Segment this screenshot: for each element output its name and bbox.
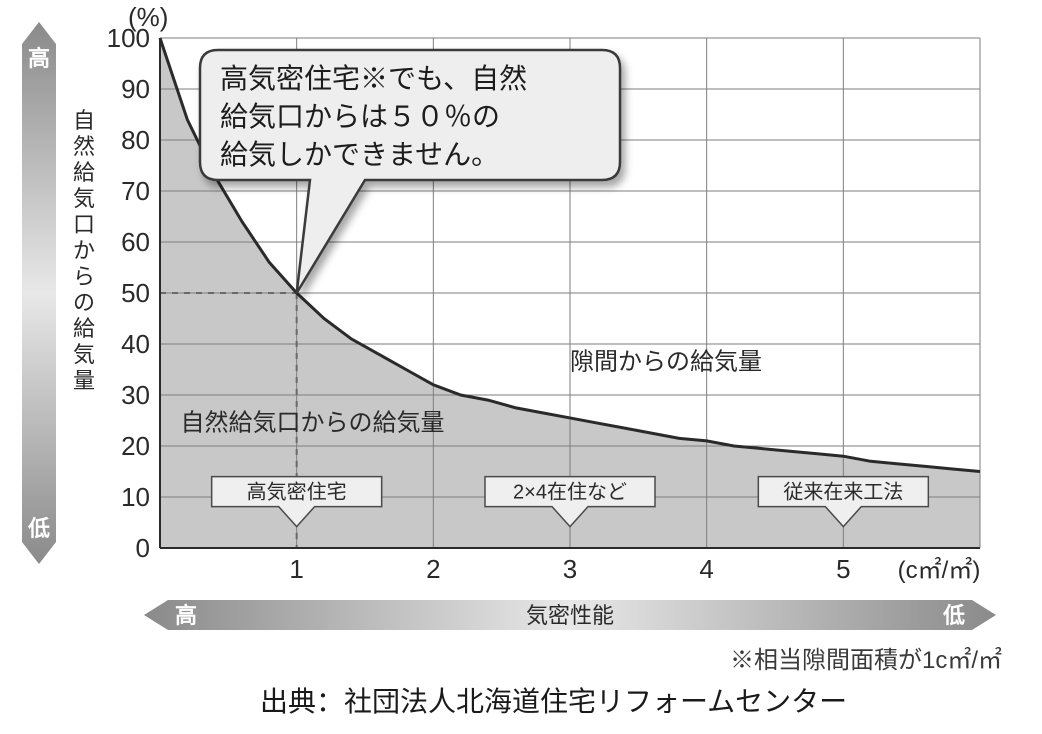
y-axis-title-char: ら <box>73 264 95 289</box>
y-tick-label: 10 <box>121 482 150 512</box>
chart-canvas: 0102030405060708090100(%)12345(c㎡/㎡)高低自然… <box>0 0 1042 640</box>
y-axis-title-char: 給 <box>73 316 95 341</box>
y-tick-label: 30 <box>121 380 150 410</box>
label-below-curve: 自然給気口からの給気量 <box>181 410 445 437</box>
y-tick-label: 90 <box>121 74 150 104</box>
source-text: 出典：社団法人北海道住宅リフォームセンター <box>260 680 847 720</box>
y-axis-title-char: 気 <box>73 186 95 211</box>
y-axis-title-char: 給 <box>73 160 95 185</box>
x-tick-label: 2 <box>426 554 440 584</box>
x-tick-label: 4 <box>699 554 713 584</box>
x-tick-label: 1 <box>289 554 303 584</box>
y-axis-title-char: 量 <box>73 368 95 393</box>
category-arrow-label: 高気密住宅 <box>247 481 347 504</box>
y-tick-label: 70 <box>121 176 150 206</box>
y-tick-label: 40 <box>121 329 150 359</box>
y-unit-label: (%) <box>128 2 168 32</box>
y-arrow-high: 高 <box>28 46 50 71</box>
x-arrow-high: 高 <box>175 603 197 628</box>
callout-line: 給気口からは５０％の <box>220 101 500 132</box>
x-unit-label: (c㎡/㎡) <box>898 557 981 584</box>
y-axis-title-char: か <box>73 238 95 263</box>
y-tick-label: 50 <box>121 278 150 308</box>
y-tick-label: 80 <box>121 125 150 155</box>
y-arrow-low: 低 <box>27 516 50 541</box>
x-axis-title: 気密性能 <box>526 603 614 628</box>
label-above-curve: 隙間からの給気量 <box>570 349 762 376</box>
y-axis-title-char: 自 <box>73 108 95 133</box>
y-axis-title-char: の <box>73 290 95 315</box>
callout-line: 給気しかできません。 <box>220 139 499 170</box>
category-arrow-label: 従来在来工法 <box>783 481 903 504</box>
y-axis-title-char: 然 <box>73 134 95 159</box>
y-tick-label: 60 <box>121 227 150 257</box>
y-axis-title-char: 気 <box>73 342 95 367</box>
footnote-text: ※相当隙間面積が1c㎡/㎡ <box>730 640 1002 675</box>
y-axis-arrow <box>22 22 56 564</box>
x-tick-label: 5 <box>836 554 850 584</box>
y-tick-label: 0 <box>136 533 150 563</box>
y-tick-label: 20 <box>121 431 150 461</box>
x-tick-label: 3 <box>563 554 577 584</box>
y-axis-title-char: 口 <box>73 212 95 237</box>
callout-line: 高気密住宅※でも、自然 <box>220 63 527 94</box>
category-arrow-label: 2×4在住など <box>513 481 627 504</box>
x-arrow-low: 低 <box>942 603 965 628</box>
